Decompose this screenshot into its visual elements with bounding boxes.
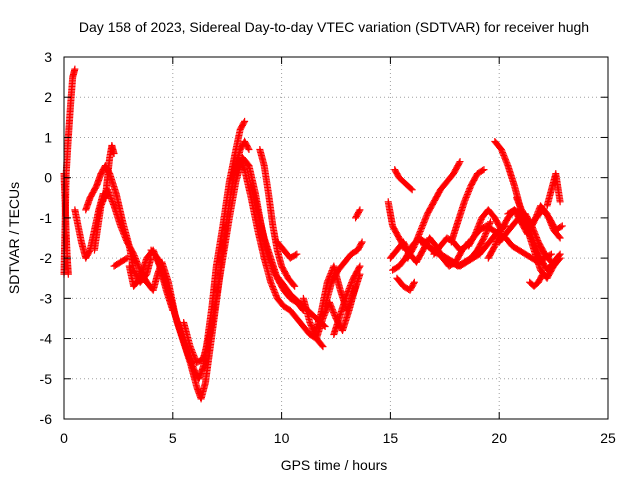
data-point xyxy=(556,254,564,262)
track-marker xyxy=(479,166,487,174)
x-axis-label: GPS time / hours xyxy=(281,457,388,473)
track-marker xyxy=(290,281,298,289)
data-point xyxy=(539,270,547,278)
track-marker xyxy=(410,280,418,288)
track-marker xyxy=(555,255,563,263)
series-track-30 xyxy=(465,206,505,250)
series-track-25 xyxy=(391,166,416,194)
data-point xyxy=(110,150,118,158)
data-point xyxy=(556,198,564,206)
data-point xyxy=(356,206,364,214)
series-track-20 xyxy=(352,206,364,222)
x-tick-label: 20 xyxy=(491,430,507,446)
y-tick-label: -5 xyxy=(40,371,53,387)
track-marker xyxy=(546,257,554,265)
data-point xyxy=(558,222,566,230)
data-point xyxy=(547,250,555,258)
y-tick-label: -4 xyxy=(40,331,53,347)
track-marker xyxy=(355,263,363,271)
x-tick-label: 15 xyxy=(383,430,399,446)
track-marker xyxy=(292,251,300,259)
data-point xyxy=(319,343,327,351)
track-marker xyxy=(407,185,415,193)
y-tick-label: 3 xyxy=(44,49,52,65)
data-point xyxy=(547,258,555,266)
track-marker xyxy=(240,119,248,127)
track-marker xyxy=(555,233,563,241)
data-point xyxy=(358,238,366,246)
y-tick-label: 2 xyxy=(44,89,52,105)
data-point xyxy=(123,254,131,262)
series-track-05 xyxy=(90,186,151,286)
data-point xyxy=(245,146,253,154)
data-point xyxy=(480,166,488,174)
data-point xyxy=(241,117,249,125)
data-point xyxy=(356,262,364,270)
series-track-35 xyxy=(513,194,566,234)
series-track-19 xyxy=(330,262,364,339)
track-marker xyxy=(244,144,252,152)
x-tick-label: 5 xyxy=(169,430,177,446)
data-point xyxy=(71,65,79,73)
data-point xyxy=(486,218,494,226)
y-tick-label: 1 xyxy=(44,129,52,145)
series-track-18 xyxy=(321,238,366,310)
y-tick-label: -1 xyxy=(40,210,53,226)
chart-title: Day 158 of 2023, Sidereal Day-to-day VTE… xyxy=(79,19,589,35)
data-point xyxy=(291,282,299,290)
track-marker xyxy=(557,223,565,231)
series-track-26 xyxy=(404,158,464,262)
series-track-14 xyxy=(256,146,299,290)
series-track-15 xyxy=(273,238,301,262)
track-marker xyxy=(318,341,326,349)
track-marker xyxy=(455,159,463,167)
x-tick-label: 25 xyxy=(600,430,616,446)
series-track-07 xyxy=(110,254,131,270)
series-track-36 xyxy=(526,270,547,290)
series-track-37 xyxy=(543,170,564,210)
data-point xyxy=(64,270,72,278)
series-track-29 xyxy=(447,166,488,246)
data-point xyxy=(556,234,564,242)
series-track-13 xyxy=(247,182,307,314)
data-point xyxy=(293,250,301,258)
series-track-06 xyxy=(101,141,118,202)
y-tick-label: -6 xyxy=(40,411,53,427)
grid-lines xyxy=(64,57,608,419)
data-points xyxy=(60,65,566,403)
track-marker xyxy=(357,239,365,247)
y-tick-label: -3 xyxy=(40,290,53,306)
axis-ticks: 0 5 10 15 20 25 -6 -5 -4 -3 -2 -1 0 1 2 3 xyxy=(40,49,616,446)
track-marker xyxy=(538,272,546,280)
x-tick-label: 10 xyxy=(274,430,290,446)
y-tick-label: 0 xyxy=(44,170,52,186)
track-marker xyxy=(355,207,363,215)
y-tick-label: -2 xyxy=(40,250,53,266)
y-axis-label: SDTVAR / TECUs xyxy=(6,182,22,294)
x-tick-label: 0 xyxy=(60,430,68,446)
data-point xyxy=(456,158,464,166)
plot-frame xyxy=(63,56,609,420)
data-point xyxy=(410,278,418,286)
data-point xyxy=(408,186,416,194)
track-marker xyxy=(122,255,130,263)
series-track-21 xyxy=(384,198,410,254)
series-track-24 xyxy=(393,274,418,294)
